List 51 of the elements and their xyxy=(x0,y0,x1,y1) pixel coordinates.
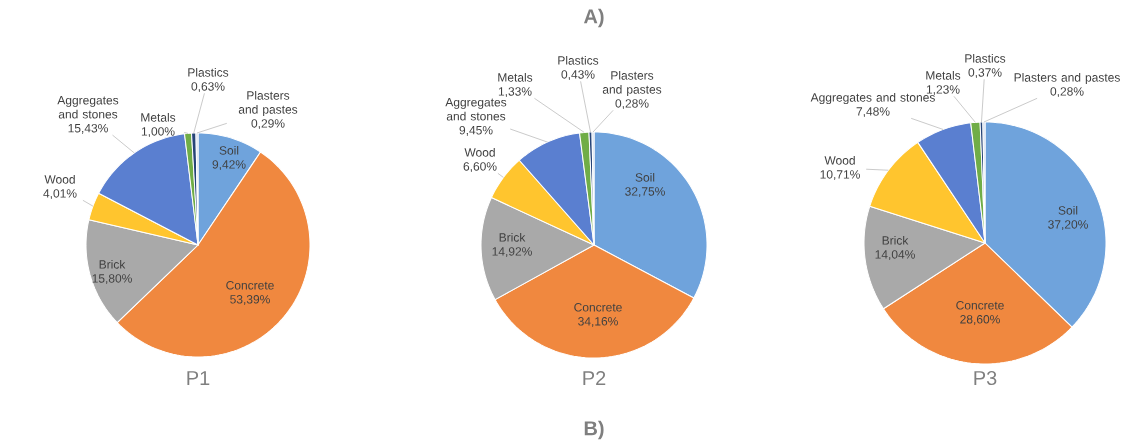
slice-label: Soil xyxy=(219,145,239,155)
slice-label: Plasters and pastes xyxy=(238,90,298,117)
data-label: 28,60% xyxy=(960,315,1000,325)
data-label: 0,29% xyxy=(251,119,285,130)
data-label: 37,20% xyxy=(1048,220,1088,231)
slice-label: Plastics xyxy=(558,55,599,65)
data-label: 4,01% xyxy=(43,189,77,200)
slice-label: Plasters and pastes xyxy=(1014,72,1120,85)
data-label: 9,45% xyxy=(459,125,493,136)
data-label: 7,48% xyxy=(856,107,890,118)
data-label: 14,92% xyxy=(492,247,532,258)
text: B) xyxy=(584,420,604,440)
text: P3 xyxy=(974,370,997,386)
slice-label: Soil xyxy=(1058,205,1078,215)
slice-label: Concrete xyxy=(226,281,274,290)
slice-label: Metals xyxy=(141,112,176,122)
data-label: 0,28% xyxy=(615,99,649,110)
data-label: 0,37% xyxy=(968,68,1002,79)
slice-label: Plastics xyxy=(965,53,1006,63)
data-label: 15,80% xyxy=(92,274,132,285)
data-label: 32,75% xyxy=(625,187,665,198)
data-label: 0,28% xyxy=(1050,87,1084,98)
text: P1 xyxy=(187,371,210,385)
slice-label: Soil xyxy=(635,172,655,182)
data-label: 14,04% xyxy=(875,250,915,261)
slice-label: Brick xyxy=(499,232,526,242)
slice-label: Brick xyxy=(99,259,126,269)
data-label: 34,16% xyxy=(578,317,618,327)
data-label: 9,42% xyxy=(212,160,246,171)
slice-label: Plasters and pastes xyxy=(602,70,662,97)
text: P2 xyxy=(583,371,606,385)
slice-label: Aggregates and stones xyxy=(445,98,507,121)
slice-label: Brick xyxy=(882,235,909,245)
data-label: 0,63% xyxy=(191,82,225,93)
data-label: 15,43% xyxy=(68,123,108,134)
data-label: 1,00% xyxy=(141,127,175,138)
data-label: 0,43% xyxy=(561,70,595,81)
text: A) xyxy=(583,8,604,28)
data-label: 1,33% xyxy=(498,87,532,98)
data-label: 53,39% xyxy=(230,295,270,305)
data-label: 10,71% xyxy=(820,170,860,181)
slice-label: Wood xyxy=(464,147,495,157)
slice-label: Concrete xyxy=(956,301,1004,310)
slice-label: Concrete xyxy=(574,303,622,312)
slice-label: Metals xyxy=(926,70,961,80)
slice-label: Wood xyxy=(824,155,855,165)
slice-label: Aggregates and stones xyxy=(57,96,119,119)
slice-label: Plastics xyxy=(188,67,229,77)
slice-label: Metals xyxy=(498,72,533,82)
slice-label: Wood xyxy=(44,174,75,184)
data-label: 6,60% xyxy=(463,162,497,173)
